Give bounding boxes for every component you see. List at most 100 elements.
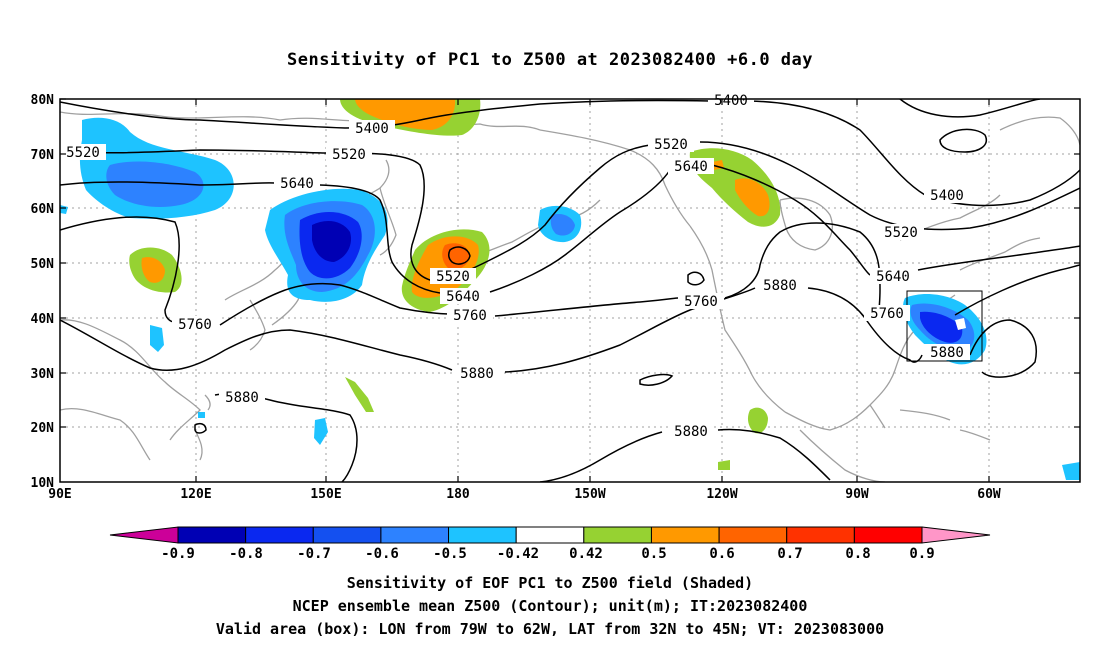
- svg-text:5400: 5400: [714, 93, 748, 109]
- svg-text:5520: 5520: [436, 269, 470, 285]
- svg-text:5640: 5640: [280, 176, 314, 192]
- colorbar-label: -0.42: [497, 546, 539, 562]
- longitude-labels: 90E 120E 150E 180 150W 120W 90W 60W: [48, 487, 1001, 502]
- contour-label: 5520: [648, 136, 694, 153]
- colorbar-label: 0.9: [909, 546, 934, 562]
- colorbar-box: [583, 526, 652, 544]
- svg-text:5880: 5880: [225, 390, 259, 406]
- svg-text:5640: 5640: [674, 159, 708, 175]
- lat-label: 40N: [31, 312, 55, 327]
- colorbar-box: [380, 526, 450, 544]
- positive-blob-mexico-small: [718, 460, 730, 470]
- positive-blob-pacific-small: [345, 377, 374, 412]
- negative-deep-okhotsk: [312, 220, 352, 262]
- colorbar-box: [718, 526, 788, 544]
- colorbar-label: 0.8: [845, 546, 870, 562]
- positive-core-arctic: [355, 99, 456, 130]
- contour-label: 5880: [219, 389, 265, 406]
- svg-text:5520: 5520: [654, 137, 688, 153]
- colorbar-box: [786, 526, 855, 544]
- contour-label: 5400: [708, 93, 754, 109]
- contour-label: 5760: [864, 305, 910, 322]
- positive-core-nw-canada: [735, 178, 770, 217]
- contour-label: 5520: [326, 146, 372, 163]
- latitude-labels: 80N 70N 60N 50N 40N 30N 20N 10N: [31, 93, 55, 491]
- contour-label: 5520: [878, 224, 924, 241]
- svg-text:5760: 5760: [453, 308, 487, 324]
- negative-blob-taiwan-small: [198, 412, 205, 418]
- contour-label: 5880: [924, 344, 970, 361]
- colorbar-max-arrow: [921, 526, 991, 544]
- svg-text:5640: 5640: [876, 269, 910, 285]
- contour-label: 5520: [430, 268, 476, 285]
- lon-label: 150W: [574, 487, 605, 502]
- lon-label: 90E: [48, 487, 71, 502]
- z500-contours: [60, 99, 1080, 482]
- white-spot-us-east-coast: [955, 318, 966, 330]
- contour-label: 5880: [454, 365, 500, 382]
- svg-text:5640: 5640: [446, 289, 480, 305]
- contour-label: 5760: [678, 293, 724, 310]
- contour-label: 5520: [60, 144, 106, 161]
- lat-label: 70N: [31, 148, 55, 163]
- lon-label: 60W: [977, 487, 1001, 502]
- contour-label: 5640: [440, 288, 486, 305]
- negative-core-aleutians: [550, 214, 575, 236]
- map-content: [60, 99, 1080, 482]
- colorbar-label: -0.9: [161, 546, 195, 562]
- colorbar-box: [312, 526, 382, 544]
- lat-label: 80N: [31, 93, 55, 108]
- colorbar-label: 0.7: [777, 546, 802, 562]
- colorbar-boxes: [177, 526, 923, 544]
- colorbar-label: -0.6: [365, 546, 399, 562]
- colorbar-box: [853, 526, 923, 544]
- colorbar-box: [245, 526, 314, 544]
- colorbar-box: [515, 526, 585, 544]
- lon-label: 180: [446, 487, 470, 502]
- svg-text:5880: 5880: [763, 278, 797, 294]
- svg-text:5760: 5760: [178, 317, 212, 333]
- valid-area-box: [906, 290, 983, 362]
- contour-label: 5640: [274, 175, 320, 192]
- svg-text:5400: 5400: [930, 188, 964, 204]
- lon-label: 150E: [310, 487, 341, 502]
- contour-label: 5760: [172, 316, 218, 333]
- negative-core-us-east-coast: [920, 311, 963, 343]
- map-frame: [59, 98, 1081, 483]
- negative-core-siberia: [106, 161, 204, 207]
- contour-label: 5400: [349, 120, 395, 137]
- colorbar-box: [650, 526, 720, 544]
- positive-core-china: [141, 257, 165, 283]
- colorbar-label: -0.8: [229, 546, 263, 562]
- colorbar-label: 0.42: [569, 546, 603, 562]
- contour-label: 5880: [668, 423, 714, 440]
- lat-label: 50N: [31, 257, 55, 272]
- colorbar-box: [448, 526, 517, 544]
- svg-text:5760: 5760: [870, 306, 904, 322]
- plot-title: Sensitivity of PC1 to Z500 at 2023082400…: [286, 50, 813, 70]
- lon-label: 90W: [845, 487, 869, 502]
- svg-text:5760: 5760: [684, 294, 718, 310]
- svg-text:5880: 5880: [674, 424, 708, 440]
- lat-label: 20N: [31, 421, 55, 436]
- svg-text:5520: 5520: [66, 145, 100, 161]
- lat-label: 10N: [31, 476, 55, 491]
- svg-text:5520: 5520: [332, 147, 366, 163]
- negative-blob-pacific-small: [314, 418, 328, 445]
- contour-label: 5400: [924, 187, 970, 204]
- lon-label: 120E: [180, 487, 211, 502]
- colorbar-label: -0.7: [297, 546, 331, 562]
- lat-label: 30N: [31, 367, 55, 382]
- contour-label: 5760: [447, 307, 493, 324]
- negative-blob-west-edge: [60, 205, 68, 214]
- colorbar-labels: -0.9 -0.8 -0.7 -0.6 -0.5 -0.42 0.42 0.5 …: [161, 546, 935, 562]
- contour-labels: 5400 5400 5400 5520 5520 5520 5520 5520 …: [60, 93, 970, 440]
- sensitivity-shading: [60, 99, 1080, 480]
- svg-text:5880: 5880: [460, 366, 494, 382]
- positive-blob-hawaii: [747, 407, 768, 434]
- caption-valid-area: Valid area (box): LON from 79W to 62W, L…: [215, 620, 885, 638]
- negative-blob-east-edge: [1062, 462, 1080, 480]
- lon-label: 120W: [706, 487, 737, 502]
- lat-label: 60N: [31, 202, 55, 217]
